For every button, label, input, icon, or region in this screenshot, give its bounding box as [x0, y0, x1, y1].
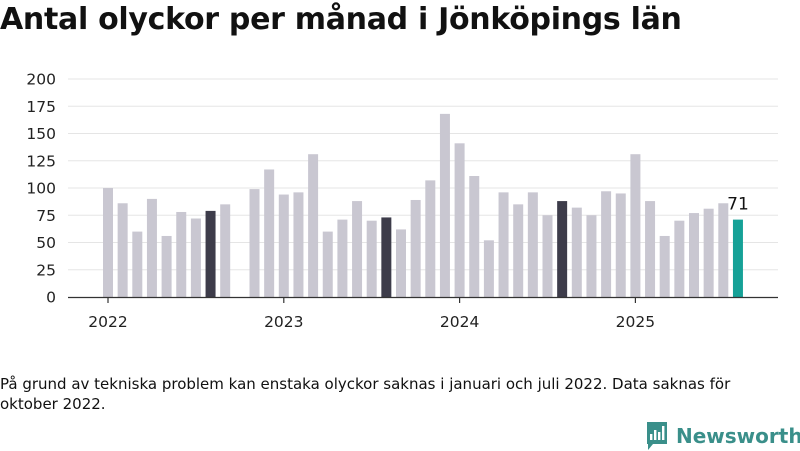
- bar: [703, 208, 714, 297]
- bar: [249, 189, 260, 297]
- bar: [689, 213, 699, 297]
- bar: [718, 203, 729, 297]
- bar: [366, 220, 377, 297]
- bar: [176, 211, 187, 297]
- y-tick-label: 0: [46, 289, 56, 307]
- bar: [425, 180, 436, 297]
- y-tick-label: 25: [36, 261, 56, 279]
- x-tick-label: 2023: [264, 313, 303, 331]
- bar: [308, 154, 319, 297]
- footnote: På grund av tekniska problem kan enstaka…: [0, 375, 731, 413]
- bar: [278, 194, 289, 297]
- bar: [659, 235, 670, 297]
- bar: [674, 220, 685, 297]
- x-tick-label: 2025: [616, 313, 655, 331]
- bar: [630, 154, 641, 297]
- bar: [337, 219, 348, 297]
- bar: [469, 176, 480, 297]
- newsworthy-logo-icon: [647, 422, 667, 450]
- y-tick-label: 100: [26, 180, 56, 198]
- bar: [571, 207, 582, 297]
- chart-title: Antal olyckor per månad i Jönköpings län: [0, 2, 682, 37]
- y-tick-label: 125: [26, 152, 56, 170]
- bar: [161, 235, 172, 297]
- gridlines: [68, 78, 778, 271]
- y-tick-label: 150: [26, 125, 56, 143]
- bar: [117, 203, 128, 297]
- y-tick-label: 175: [26, 98, 56, 116]
- bar: [410, 199, 421, 297]
- bar-highlight: [205, 210, 216, 297]
- bar: [220, 204, 231, 297]
- bar: [454, 143, 465, 297]
- bar-chart: 0 25 50 75 100 125 150 175 200 2022 2023 2024 2025 7…: [26, 71, 778, 331]
- bar-highlight: [557, 201, 568, 297]
- bar: [146, 198, 157, 297]
- bar: [513, 204, 524, 297]
- bar: [542, 215, 553, 297]
- latest-value-label: 71: [727, 195, 749, 215]
- bar: [103, 188, 113, 297]
- x-tick-label: 2024: [440, 313, 479, 331]
- bar: [264, 169, 275, 297]
- y-tick-label: 50: [36, 234, 56, 252]
- bar: [498, 192, 509, 297]
- bar: [396, 229, 406, 297]
- bar: [601, 191, 612, 297]
- bar: [293, 192, 304, 297]
- bar: [527, 192, 538, 297]
- bar: [352, 201, 363, 297]
- bar: [615, 193, 626, 297]
- bar: [190, 218, 201, 297]
- y-tick-label: 75: [36, 207, 56, 225]
- bar: [132, 231, 143, 297]
- bar: [483, 240, 494, 297]
- bars: [103, 113, 743, 297]
- y-tick-label: 200: [26, 71, 56, 89]
- bar: [322, 231, 333, 297]
- brand-name: Newsworthy: [676, 424, 800, 448]
- bar: [645, 201, 656, 297]
- bar: [439, 113, 450, 297]
- data-labels: 71: [727, 195, 749, 215]
- brand-logo: Newsworthy: [645, 421, 800, 451]
- x-tick-label: 2022: [88, 313, 127, 331]
- bar: [586, 215, 597, 297]
- bar-highlight: [381, 217, 392, 297]
- bar-latest: [732, 219, 743, 297]
- axes: 0 25 50 75 100 125 150 175 200 2022 2023 2024 2025: [26, 71, 778, 331]
